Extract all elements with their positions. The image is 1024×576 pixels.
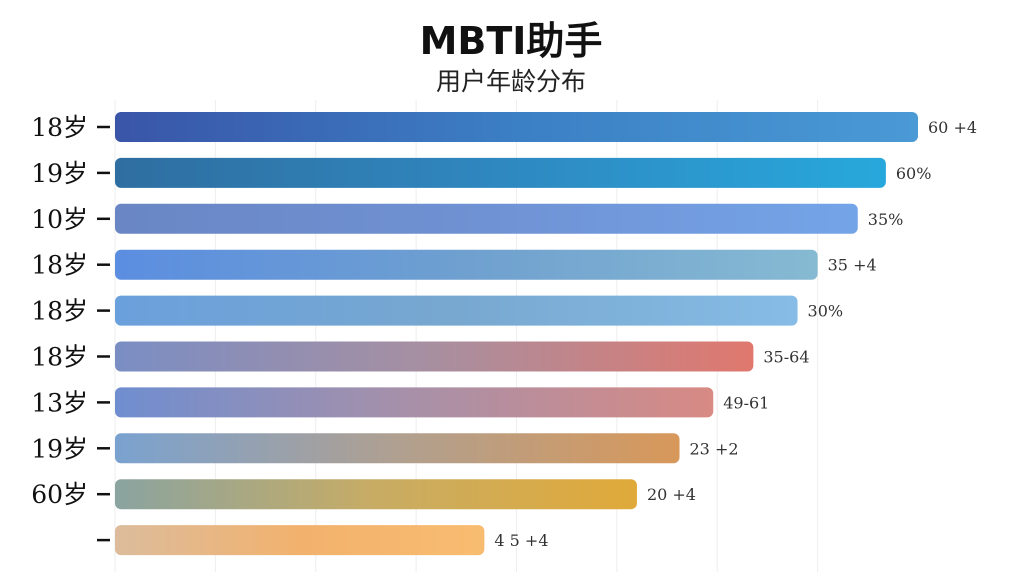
value-label: 35% (868, 210, 904, 229)
chart-title: MBTI助手 (419, 19, 603, 63)
category-label: 18岁 (31, 297, 88, 326)
bar (115, 203, 858, 234)
category-label: 18岁 (31, 251, 88, 280)
bar (115, 433, 680, 464)
bar (115, 157, 886, 188)
bar (115, 525, 485, 556)
bar (115, 479, 637, 510)
category-label: 18岁 (31, 343, 88, 372)
chart-subtitle: 用户年龄分布 (435, 67, 586, 96)
bar (115, 341, 754, 372)
value-label: 35 +4 (828, 256, 877, 275)
category-label: 19岁 (31, 434, 88, 463)
value-label: 60 +4 (928, 118, 977, 137)
bar (115, 295, 798, 326)
category-label: 13岁 (31, 388, 88, 417)
bar (115, 112, 918, 142)
category-label: 10岁 (31, 205, 88, 234)
bar (115, 387, 714, 418)
bars-layer (115, 112, 918, 556)
value-label: 60% (896, 164, 932, 183)
bar (115, 249, 818, 280)
value-label: 49-61 (723, 393, 769, 412)
value-label: 30% (808, 302, 844, 321)
value-label: 23 +2 (690, 439, 739, 458)
category-label: 19岁 (31, 159, 88, 188)
value-label: 20 +4 (647, 485, 696, 504)
category-label: 18岁 (31, 113, 88, 142)
value-label: 4 5 +4 (494, 531, 548, 550)
value-label: 35-64 (763, 348, 809, 367)
category-label: 60岁 (31, 480, 88, 509)
labels-layer: 18岁 60 +4 19岁 60% 10岁 35% 18岁 35 +4 18岁 30% 18岁 35-… (31, 113, 977, 550)
